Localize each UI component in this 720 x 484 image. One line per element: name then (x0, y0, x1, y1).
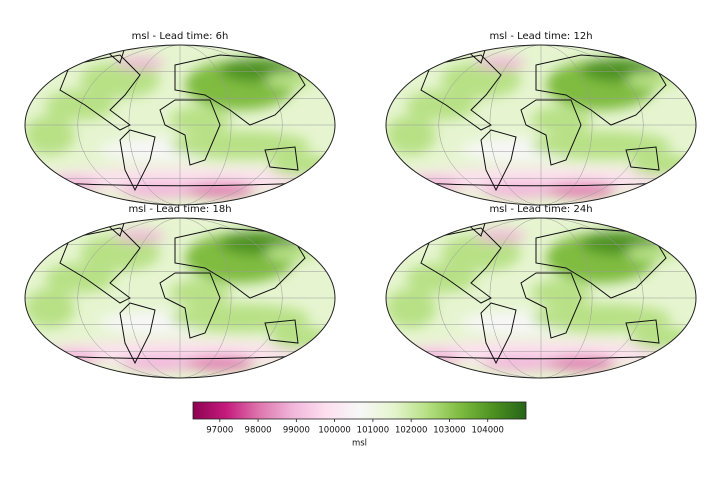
graticule (489, 218, 593, 378)
field-blob (80, 235, 160, 271)
field-blob (170, 131, 310, 159)
map-outline (24, 44, 336, 206)
field-blobs (25, 57, 330, 198)
field-blob (270, 153, 330, 177)
colorbar-tick-label: 97000 (206, 426, 233, 436)
coastline (59, 54, 141, 131)
field-blob (631, 153, 691, 177)
colorbar-tick-label: 104000 (471, 426, 503, 436)
coastline (159, 272, 221, 339)
coastline (119, 302, 156, 365)
map-outline (385, 217, 697, 379)
field-blob (531, 131, 671, 159)
colorbar-tick-label: 98000 (245, 426, 272, 436)
coastline (264, 146, 299, 171)
coastline (174, 227, 306, 299)
field-blob (406, 263, 476, 293)
map-panel (386, 218, 696, 378)
field-blob (115, 57, 165, 69)
coastline (264, 319, 299, 344)
panel-title: msl - Lead time: 6h (132, 31, 229, 42)
field-blob (531, 279, 591, 307)
field-blob (45, 90, 115, 120)
coastline (480, 129, 517, 192)
colorbar-tick-label: 101000 (357, 426, 389, 436)
coastline (520, 272, 582, 339)
coastline (480, 302, 517, 365)
field-blob (185, 183, 255, 197)
graticule (489, 45, 593, 205)
panel-title: msl - Lead time: 18h (128, 204, 231, 215)
graticule (77, 45, 283, 205)
coastline (59, 227, 141, 304)
field-blob (170, 304, 310, 332)
field-blob (115, 230, 165, 242)
coastline (535, 227, 667, 299)
graticule (438, 45, 644, 205)
field-blob (531, 106, 591, 134)
panel-title: msl - Lead time: 24h (489, 204, 592, 215)
map-outline (24, 217, 336, 379)
panel-title: msl - Lead time: 12h (489, 31, 592, 42)
map-panel (386, 45, 696, 205)
colorbar-tick-label: 102000 (395, 426, 427, 436)
coastline (48, 355, 312, 360)
graticule (438, 218, 644, 378)
coastline (119, 129, 156, 192)
field-blob (406, 90, 476, 120)
map-panel (25, 218, 335, 378)
field-blob (80, 62, 160, 98)
coastline (409, 182, 673, 187)
colorbar-label: msl (352, 439, 367, 449)
colorbar-tick-label: 103000 (433, 426, 465, 436)
graticule (77, 218, 283, 378)
field-blob (170, 279, 230, 307)
coastline (409, 355, 673, 360)
map-panel (25, 45, 335, 205)
coastline (520, 99, 582, 166)
map-outline (385, 44, 697, 206)
colorbar (192, 401, 527, 420)
coastline (535, 54, 667, 126)
field-blob (441, 62, 521, 98)
graticule (128, 45, 232, 205)
coastline (174, 54, 306, 126)
field-blob (631, 326, 691, 350)
field-blob (185, 356, 255, 370)
field-blobs (386, 57, 691, 198)
coastline (625, 319, 660, 344)
coastline (48, 182, 312, 187)
field-blob (45, 263, 115, 293)
field-blob (476, 57, 526, 69)
coastline (625, 146, 660, 171)
field-blob (531, 304, 671, 332)
graticule (128, 218, 232, 378)
field-blob (170, 106, 230, 134)
field-blob (546, 356, 616, 370)
colorbar-tick-label: 99000 (283, 426, 310, 436)
field-blob (270, 326, 330, 350)
field-blob (546, 183, 616, 197)
coastline (420, 227, 502, 304)
field-blob (476, 230, 526, 242)
coastline (420, 54, 502, 131)
field-blob (441, 235, 521, 271)
coastline (159, 99, 221, 166)
colorbar-tick-label: 100000 (318, 426, 350, 436)
